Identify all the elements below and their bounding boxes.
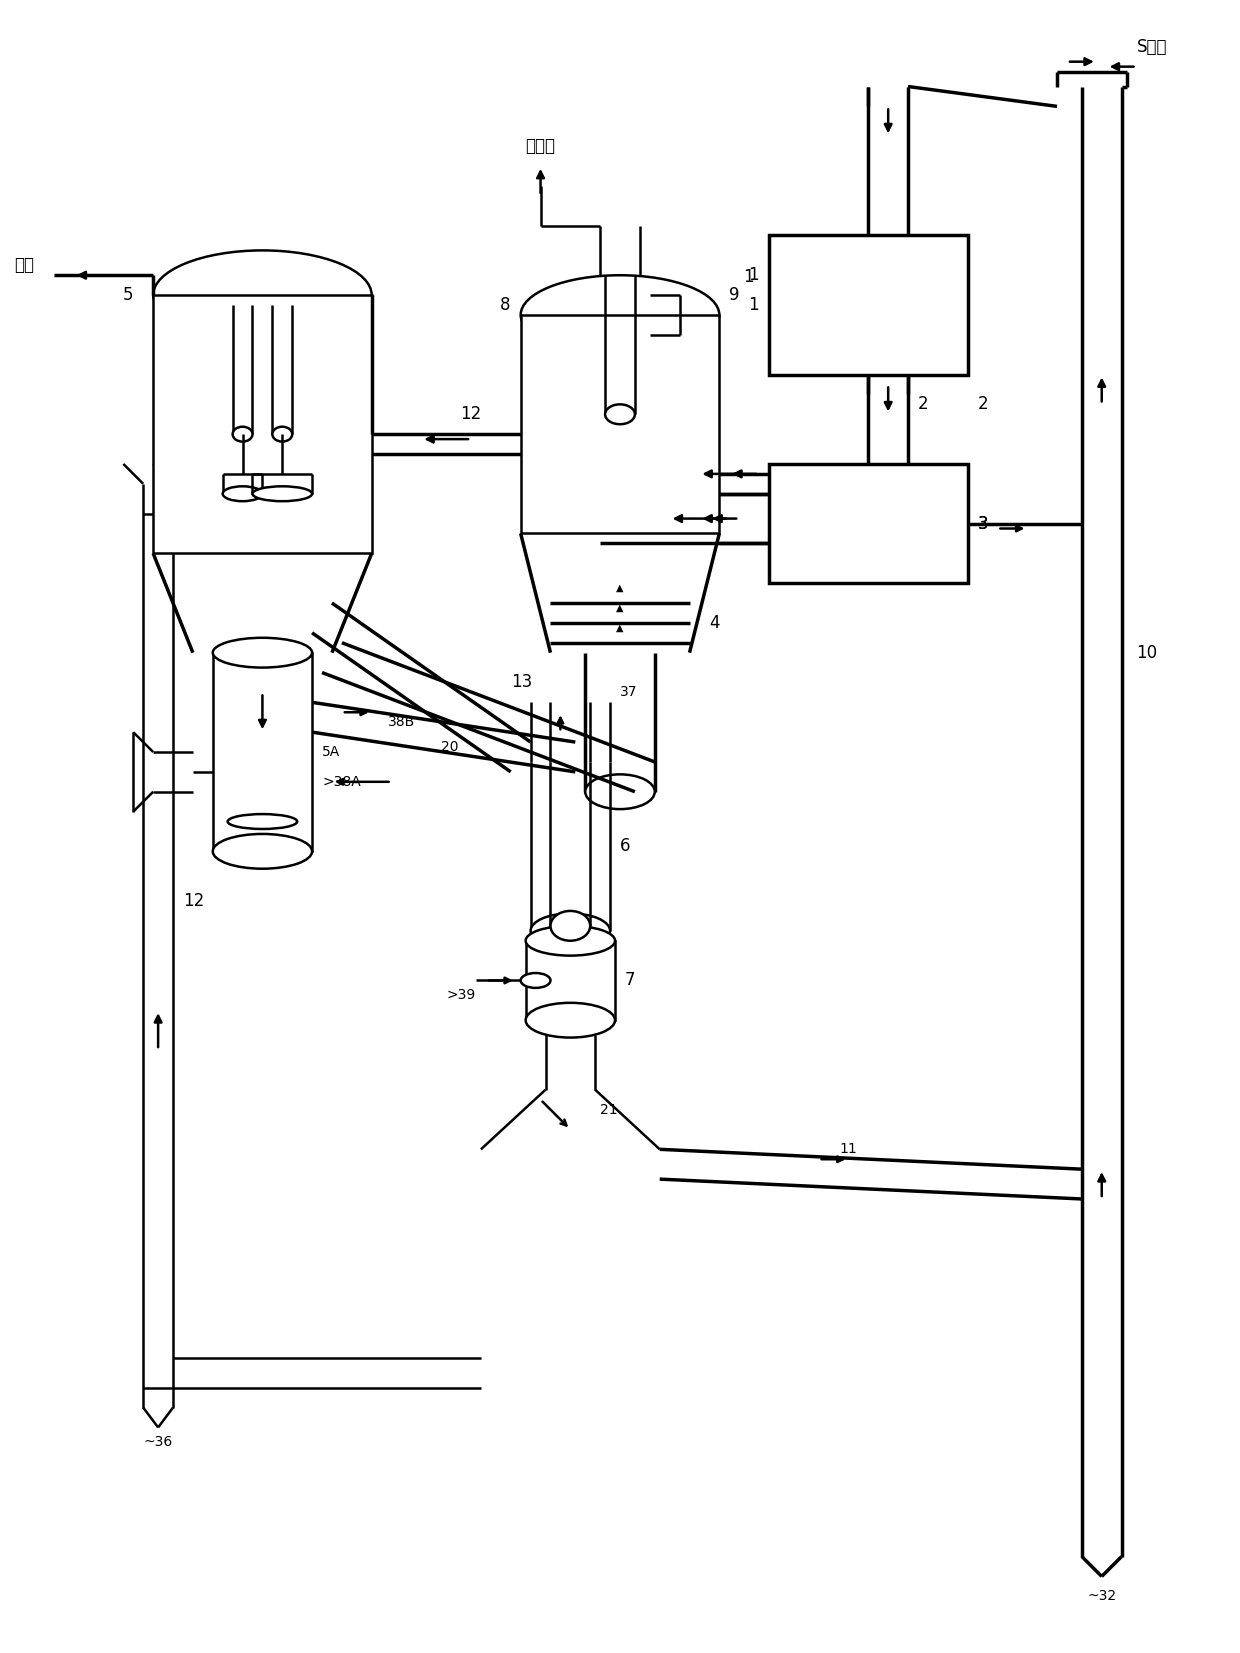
Ellipse shape	[154, 250, 372, 341]
Text: ▲: ▲	[616, 603, 624, 613]
Text: 5: 5	[123, 286, 133, 304]
Text: 9: 9	[729, 286, 740, 304]
Ellipse shape	[526, 926, 615, 955]
Bar	[521, 316, 719, 534]
Text: 11: 11	[839, 1142, 857, 1157]
Text: 8: 8	[500, 296, 511, 314]
Text: 3: 3	[977, 514, 988, 532]
Bar	[769, 235, 967, 375]
Ellipse shape	[228, 813, 298, 830]
Ellipse shape	[551, 911, 590, 941]
Ellipse shape	[213, 638, 312, 668]
Bar	[769, 464, 967, 584]
Text: ~36: ~36	[144, 1435, 172, 1450]
Ellipse shape	[526, 1003, 615, 1038]
Text: ▲: ▲	[616, 623, 624, 633]
Text: 3: 3	[977, 514, 988, 532]
Text: 12: 12	[460, 405, 481, 423]
Text: 10: 10	[1137, 643, 1158, 661]
Ellipse shape	[521, 276, 719, 355]
Ellipse shape	[233, 426, 253, 441]
Bar	[154, 296, 372, 554]
Text: 6: 6	[620, 838, 630, 855]
Text: 1: 1	[744, 268, 754, 286]
Text: 5A: 5A	[322, 746, 340, 759]
Ellipse shape	[585, 774, 655, 808]
Bar	[769, 464, 967, 584]
Text: >39: >39	[446, 988, 476, 1002]
Bar	[213, 653, 312, 851]
Text: 21: 21	[600, 1103, 618, 1116]
Text: 38B: 38B	[388, 716, 415, 729]
Bar	[769, 235, 967, 375]
Text: ▲: ▲	[616, 584, 624, 593]
Text: S原料: S原料	[1137, 38, 1167, 56]
Bar	[526, 941, 615, 1020]
Text: 4: 4	[709, 613, 720, 631]
Text: 烟气: 烟气	[14, 256, 33, 274]
Ellipse shape	[223, 486, 263, 501]
Text: 7: 7	[625, 972, 635, 990]
Ellipse shape	[605, 405, 635, 425]
Text: 13: 13	[511, 673, 532, 691]
Ellipse shape	[213, 835, 312, 869]
Text: 12: 12	[184, 893, 205, 911]
Text: 1: 1	[749, 296, 759, 314]
Ellipse shape	[273, 426, 293, 441]
Text: 37: 37	[620, 686, 637, 699]
Ellipse shape	[521, 974, 551, 988]
Text: 产品气: 产品气	[526, 137, 556, 155]
Text: >38A: >38A	[322, 775, 361, 788]
Text: ~32: ~32	[1087, 1589, 1116, 1603]
Text: 1: 1	[749, 266, 759, 284]
Ellipse shape	[253, 486, 312, 501]
Text: 20: 20	[441, 741, 459, 754]
Text: 2: 2	[977, 395, 988, 413]
Text: 2: 2	[918, 395, 929, 413]
Ellipse shape	[531, 914, 610, 949]
